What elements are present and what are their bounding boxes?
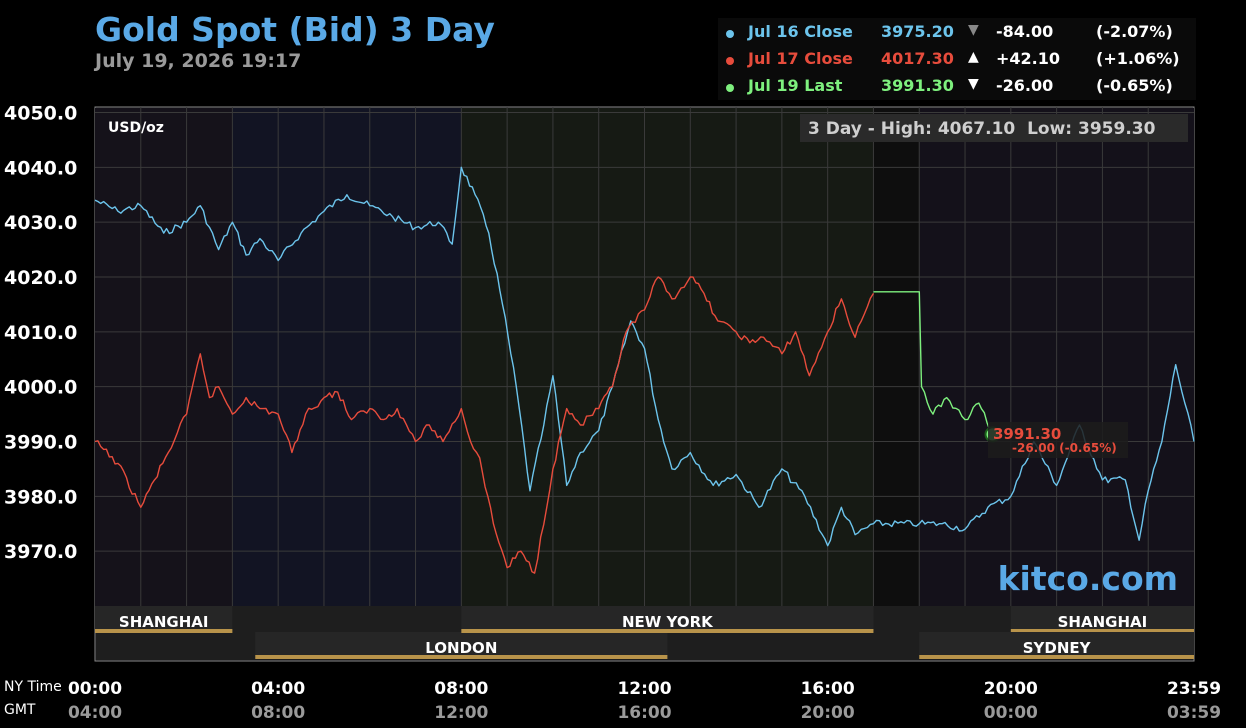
series-line [94, 166, 1195, 547]
range-box-bg [800, 114, 1188, 142]
legend-percent: (-2.07%) [1096, 22, 1173, 41]
last-price-label: 3991.30 [993, 425, 1061, 443]
y-tick-label: 3980.0 [4, 486, 77, 508]
y-tick-label: 4000.0 [4, 377, 77, 399]
session-bar [919, 655, 1194, 659]
session-label: LONDON [425, 639, 497, 657]
x-tick-label-ny: 00:00 [68, 679, 122, 699]
session-label: SHANGHAI [1058, 613, 1148, 631]
session-block [1010, 606, 1194, 630]
down-arrow-icon: ▼ [968, 22, 979, 38]
session-bar [461, 629, 874, 633]
session-band [873, 108, 920, 606]
x-tick-label-gmt: 04:00 [68, 703, 122, 723]
last-price-label-bg [988, 422, 1128, 458]
y-tick-label: 4040.0 [4, 157, 77, 179]
x-tick-label-gmt: 03:59 [1167, 703, 1221, 723]
x-tick-label-gmt: 16:00 [617, 703, 671, 723]
legend-change: +42.10 [996, 49, 1061, 68]
watermark: kitco.com [998, 559, 1178, 598]
legend-change: -84.00 [996, 22, 1054, 41]
y-tick-label: 4020.0 [4, 267, 77, 289]
legend-dot-icon [726, 84, 734, 92]
legend: Jul 16 Close 3975.20 ▼ -84.00 (-2.07%) J… [718, 18, 1196, 100]
x-tick-label-gmt: 12:00 [434, 703, 488, 723]
session-bar [255, 655, 668, 659]
x-tick-label-ny: 12:00 [617, 679, 671, 699]
x-tick-label-ny: 08:00 [434, 679, 488, 699]
y-tick-label: 3990.0 [4, 431, 77, 453]
gmt-label: GMT [4, 702, 36, 718]
session-bar [95, 629, 233, 633]
down-arrow-icon: ▼ [968, 76, 979, 92]
legend-value: 4017.30 [881, 49, 954, 68]
session-block [95, 606, 233, 630]
y-tick-label: 4050.0 [4, 102, 77, 124]
session-label: SHANGHAI [119, 613, 209, 631]
legend-dot-icon [726, 57, 734, 65]
session-label: SYDNEY [1023, 639, 1092, 657]
unit-label: USD/oz [108, 120, 164, 136]
x-tick-label-ny: 16:00 [801, 679, 855, 699]
chart-date: July 19, 2026 19:17 [95, 50, 302, 72]
legend-percent: (+1.06%) [1096, 49, 1180, 68]
x-tick-label-gmt: 00:00 [984, 703, 1038, 723]
legend-value: 3991.30 [881, 76, 954, 95]
y-tick-label: 4010.0 [4, 322, 77, 344]
legend-value: 3975.20 [881, 22, 954, 41]
session-block [919, 632, 1194, 656]
session-band [461, 108, 874, 606]
series-line [94, 276, 875, 574]
session-band [232, 108, 462, 606]
x-tick-label-ny: 23:59 [1167, 679, 1221, 699]
y-tick-label: 3970.0 [4, 541, 77, 563]
ny-time-label: NY Time [4, 679, 62, 695]
chart-title: Gold Spot (Bid) 3 Day [95, 10, 495, 49]
session-block [255, 632, 668, 656]
legend-name: Jul 17 Close [748, 49, 853, 68]
x-tick-label-ny: 20:00 [984, 679, 1038, 699]
last-change-label: -26.00 (-0.65%) [1012, 441, 1117, 455]
y-tick-label: 4030.0 [4, 212, 77, 234]
session-label: NEW YORK [622, 613, 714, 631]
legend-change: -26.00 [996, 76, 1054, 95]
x-tick-label-gmt: 20:00 [801, 703, 855, 723]
range-box-text: 3 Day - High: 4067.10 Low: 3959.30 [808, 119, 1156, 139]
series-line [873, 291, 994, 435]
session-bar [1010, 629, 1194, 633]
session-block [461, 606, 874, 630]
legend-dot-icon [726, 30, 734, 38]
legend-percent: (-0.65%) [1096, 76, 1173, 95]
legend-name: Jul 16 Close [748, 22, 853, 41]
x-tick-label-ny: 04:00 [251, 679, 305, 699]
session-band [95, 108, 233, 606]
x-tick-label-gmt: 08:00 [251, 703, 305, 723]
up-arrow-icon: ▲ [968, 49, 979, 65]
legend-name: Jul 19 Last [748, 76, 843, 95]
